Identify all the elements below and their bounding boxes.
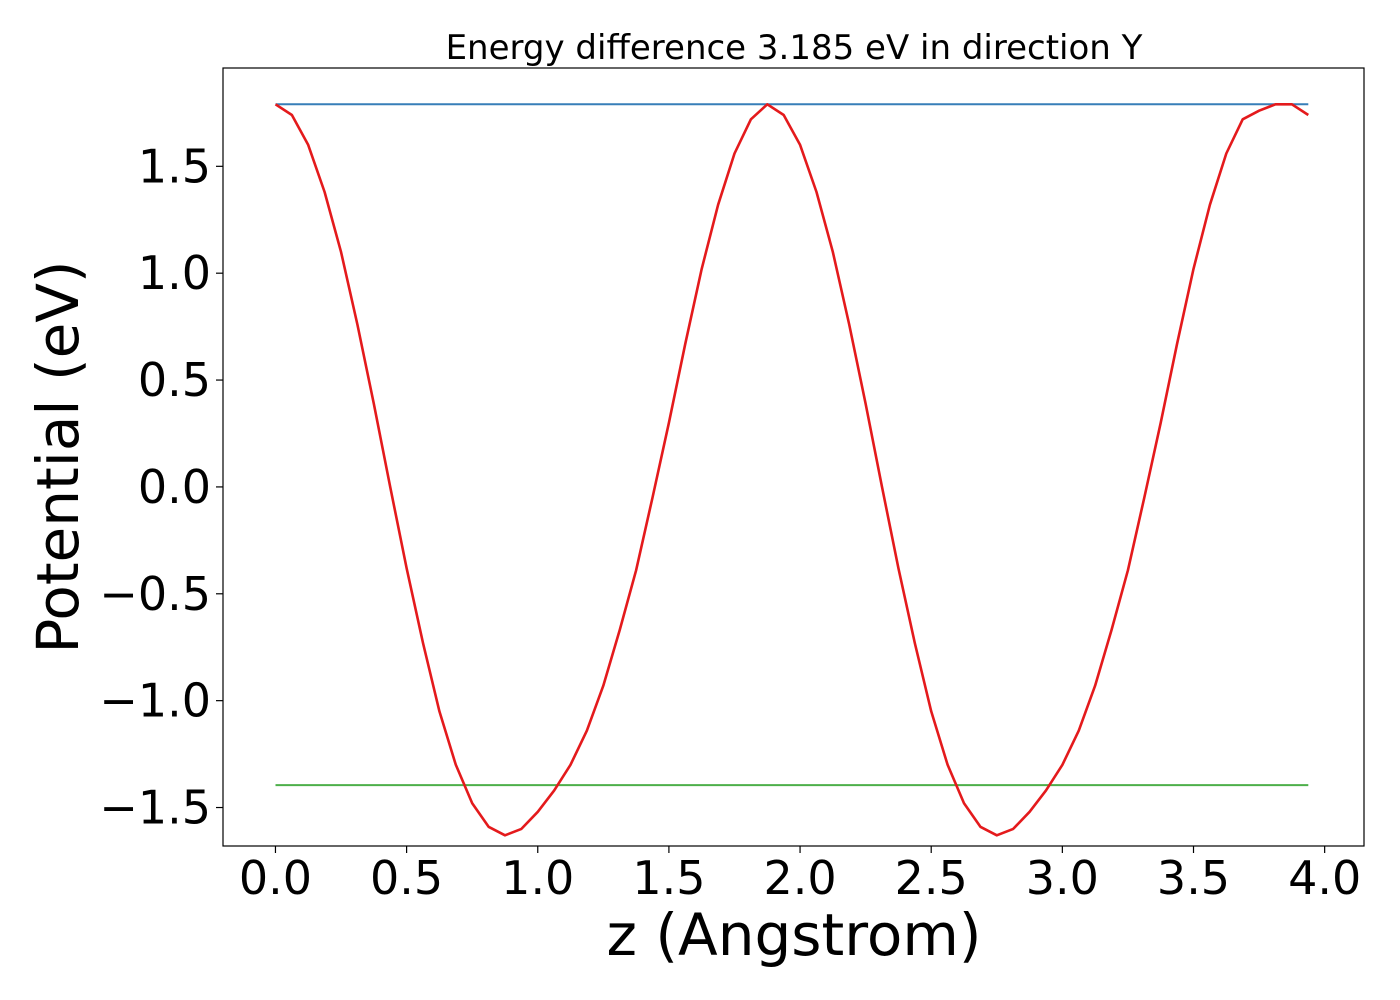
plot-area <box>274 103 1310 837</box>
potential-line <box>274 103 1310 837</box>
x-tick-label: 0.5 <box>370 851 443 905</box>
x-tick-label: 2.5 <box>895 851 968 905</box>
x-tick-label: 1.5 <box>632 851 705 905</box>
x-tick-label: 4.0 <box>1288 851 1361 905</box>
x-axis-label: z (Angstrom) <box>607 901 982 969</box>
x-tick-label: 2.0 <box>763 851 836 905</box>
y-axis-label: Potential (eV) <box>24 260 92 653</box>
y-tick-label: 0.0 <box>138 460 211 514</box>
x-tick-label: 1.0 <box>501 851 574 905</box>
y-tick-label: −1.0 <box>99 674 211 728</box>
plot-frame <box>222 67 1365 847</box>
x-axis: 0.0 0.5 1.0 1.5 2.0 2.5 3.0 3.5 4.0 <box>239 846 1361 905</box>
x-tick-label: 0.0 <box>239 851 312 905</box>
y-tick-label: 0.5 <box>138 353 211 407</box>
x-tick-label: 3.5 <box>1157 851 1230 905</box>
y-tick-label: −1.5 <box>99 781 211 835</box>
x-tick-label: 3.0 <box>1026 851 1099 905</box>
y-tick-label: −0.5 <box>99 567 211 621</box>
y-tick-label: 1.0 <box>138 246 211 300</box>
chart-title: Energy difference 3.185 eV in direction … <box>446 28 1143 68</box>
y-axis: 1.5 1.0 0.5 0.0 −0.5 −1.0 −1.5 <box>99 139 223 835</box>
y-tick-label: 1.5 <box>138 139 211 193</box>
